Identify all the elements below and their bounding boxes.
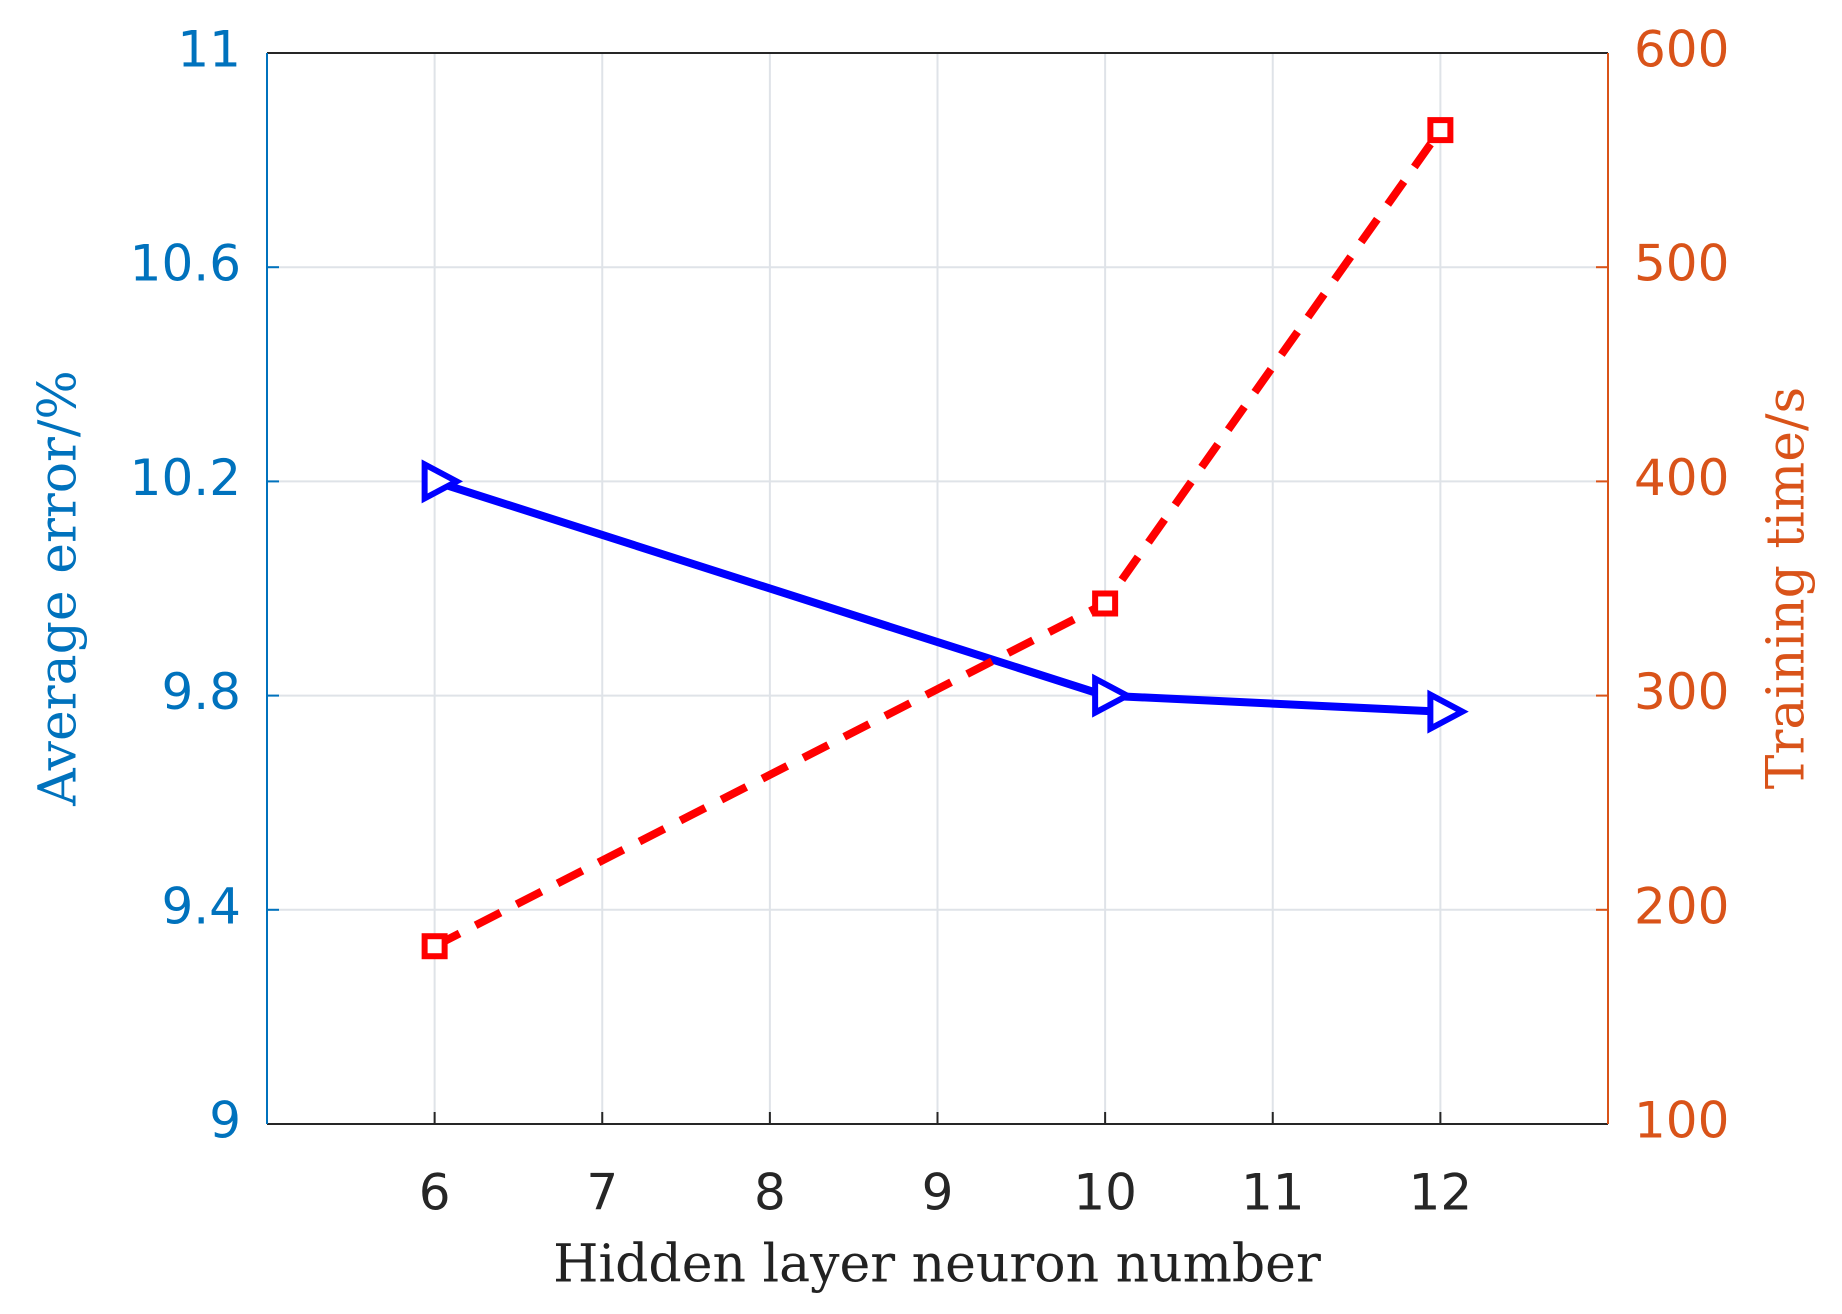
- marker: [421, 459, 464, 504]
- y-axis-label: Average error/%: [29, 370, 89, 807]
- y2-tick-label: 500: [1634, 235, 1729, 293]
- y2-tick-label: 100: [1634, 1092, 1729, 1150]
- y-tick-label: 9.8: [161, 663, 241, 721]
- x-axis-label: Hidden layer neuron number: [553, 1235, 1321, 1295]
- x-tick-label: 10: [1073, 1164, 1137, 1222]
- marker: [1092, 590, 1119, 617]
- y2-tick-label: 300: [1634, 663, 1729, 721]
- y-tick-label: 9: [209, 1092, 241, 1150]
- y-tick-label: 10.2: [130, 449, 241, 507]
- x-tick-label: 8: [754, 1164, 786, 1222]
- marker: [1427, 689, 1469, 734]
- marker: [1092, 673, 1134, 718]
- y-tick-label: 10.6: [130, 235, 241, 293]
- y-tick-label: 9.4: [161, 877, 241, 935]
- marker: [1427, 117, 1454, 144]
- x-tick-label: 12: [1409, 1164, 1473, 1222]
- y2-tick-label: 200: [1634, 877, 1729, 935]
- x-tick-label: 6: [419, 1164, 451, 1222]
- y2-tick-label: 400: [1634, 449, 1729, 507]
- x-tick-label: 9: [922, 1164, 954, 1222]
- y2-axis-label: Training time/s: [1757, 387, 1817, 789]
- x-tick-label: 7: [586, 1164, 618, 1222]
- y2-tick-label: 600: [1634, 21, 1729, 79]
- y-tick-label: 11: [177, 21, 241, 79]
- x-tick-label: 11: [1241, 1164, 1305, 1222]
- marker: [421, 933, 448, 960]
